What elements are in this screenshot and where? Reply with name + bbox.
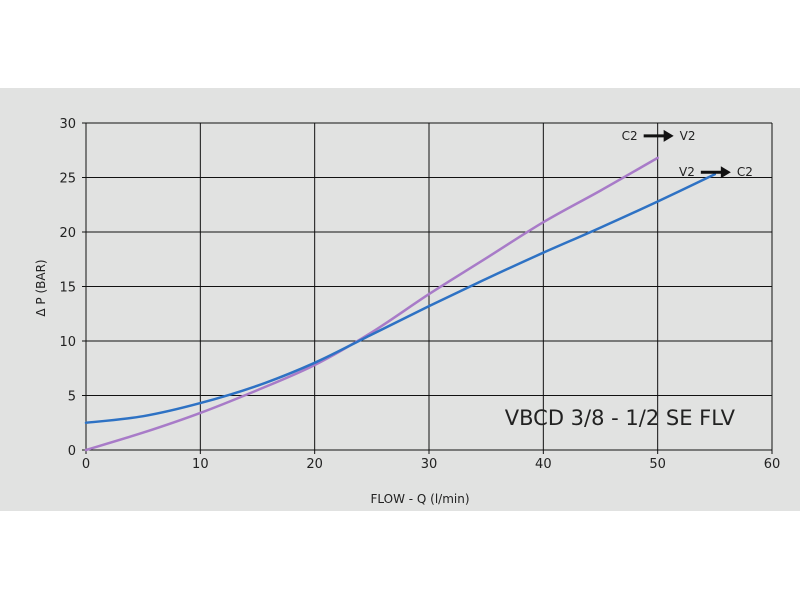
y-tick-label-2: 10 bbox=[59, 335, 76, 350]
chart-panel: 0 10 20 30 40 50 60 0 5 10 15 20 25 30 C2 V2 V2 C2 VBCD … bbox=[0, 88, 800, 511]
series-label-0: C2 V2 bbox=[622, 129, 696, 143]
arrow-right-icon bbox=[720, 166, 731, 179]
x-tick-label-6: 60 bbox=[764, 457, 781, 472]
x-tick-label-2: 20 bbox=[306, 457, 323, 472]
y-tick-label-0: 0 bbox=[68, 444, 76, 459]
series-line-1 bbox=[84, 172, 717, 425]
y-tick-label-5: 25 bbox=[59, 172, 76, 187]
x-tick-label-4: 40 bbox=[535, 457, 552, 472]
y-axis-title: Δ P (BAR) bbox=[34, 259, 48, 316]
series-label-from-1: V2 bbox=[679, 165, 695, 179]
y-tick-label-1: 5 bbox=[68, 390, 76, 405]
x-tick-label-1: 10 bbox=[192, 457, 209, 472]
series-lines bbox=[84, 156, 717, 452]
x-tick-label-0: 0 bbox=[82, 457, 90, 472]
y-tick-label-3: 15 bbox=[59, 281, 76, 296]
x-tick-label-5: 50 bbox=[649, 457, 666, 472]
series-labels: C2 V2 V2 C2 bbox=[622, 129, 753, 179]
y-tick-label-6: 30 bbox=[59, 117, 76, 132]
series-label-to-0: V2 bbox=[680, 129, 696, 143]
flow-pressure-chart: 0 10 20 30 40 50 60 0 5 10 15 20 25 30 C2 V2 V2 C2 VBCD … bbox=[34, 117, 780, 506]
series-line-0 bbox=[84, 156, 659, 452]
x-axis-title: FLOW - Q (l/min) bbox=[370, 492, 469, 506]
y-tick-label-4: 20 bbox=[59, 226, 76, 241]
series-label-to-1: C2 bbox=[737, 165, 753, 179]
x-tick-label-3: 30 bbox=[421, 457, 438, 472]
arrow-right-icon bbox=[663, 129, 674, 142]
tick-labels: 0 10 20 30 40 50 60 0 5 10 15 20 25 30 bbox=[59, 117, 780, 472]
series-label-from-0: C2 bbox=[622, 129, 638, 143]
chart-title: VBCD 3/8 - 1/2 SE FLV bbox=[505, 406, 736, 430]
series-label-1: V2 C2 bbox=[679, 165, 753, 179]
grid bbox=[82, 122, 773, 454]
